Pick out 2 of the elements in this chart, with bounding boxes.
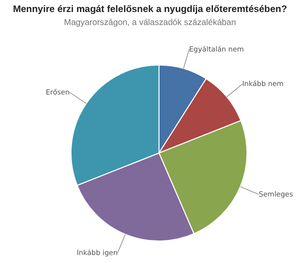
chart-title: Mennyire érzi magát felelősnek a nyugdíja előteremtésében? [12,4,288,15]
chart-subtitle: Magyarországon, a válaszadók százalékában [63,17,237,27]
